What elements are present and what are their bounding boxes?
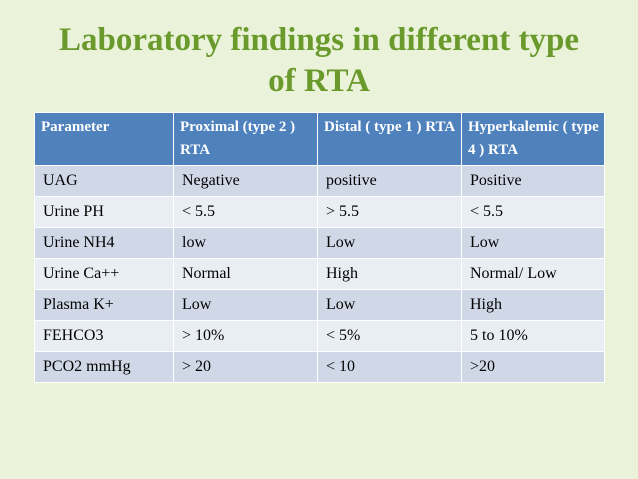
cell-distal: positive xyxy=(317,165,462,197)
rta-findings-table: Parameter Proximal (type 2 ) RTA Distal … xyxy=(34,112,605,383)
cell-hyperkalemic: < 5.5 xyxy=(461,196,605,228)
slide-title-line-2: of RTA xyxy=(268,63,370,99)
cell-hyperkalemic: 5 to 10% xyxy=(461,320,605,352)
cell-distal: Low xyxy=(317,289,462,321)
table-row: FEHCO3 > 10% < 5% 5 to 10% xyxy=(34,320,605,352)
cell-proximal: low xyxy=(173,227,318,259)
cell-hyperkalemic: Normal/ Low xyxy=(461,258,605,290)
cell-proximal: > 10% xyxy=(173,320,318,352)
cell-proximal: Normal xyxy=(173,258,318,290)
cell-proximal: Low xyxy=(173,289,318,321)
slide-title: Laboratory findings in different type of… xyxy=(0,20,638,102)
table-row: PCO2 mmHg > 20 < 10 >20 xyxy=(34,351,605,383)
table-row: UAG Negative positive Positive xyxy=(34,165,605,197)
header-hyperkalemic: Hyperkalemic ( type 4 ) RTA xyxy=(461,112,605,166)
cell-hyperkalemic: Low xyxy=(461,227,605,259)
cell-parameter: Urine PH xyxy=(34,196,174,228)
cell-parameter: FEHCO3 xyxy=(34,320,174,352)
cell-parameter: Urine Ca++ xyxy=(34,258,174,290)
slide-title-line-1: Laboratory findings in different type xyxy=(58,22,580,58)
header-parameter: Parameter xyxy=(34,112,174,166)
table-row: Urine Ca++ Normal High Normal/ Low xyxy=(34,258,605,290)
table-header-row: Parameter Proximal (type 2 ) RTA Distal … xyxy=(34,112,605,166)
cell-distal: High xyxy=(317,258,462,290)
table-row: Plasma K+ Low Low High xyxy=(34,289,605,321)
cell-parameter: UAG xyxy=(34,165,174,197)
header-distal: Distal ( type 1 ) RTA xyxy=(317,112,462,166)
cell-parameter: Plasma K+ xyxy=(34,289,174,321)
cell-proximal: < 5.5 xyxy=(173,196,318,228)
header-proximal: Proximal (type 2 ) RTA xyxy=(173,112,318,166)
cell-parameter: Urine NH4 xyxy=(34,227,174,259)
cell-hyperkalemic: High xyxy=(461,289,605,321)
cell-distal: Low xyxy=(317,227,462,259)
cell-distal: < 10 xyxy=(317,351,462,383)
cell-distal: > 5.5 xyxy=(317,196,462,228)
cell-hyperkalemic: Positive xyxy=(461,165,605,197)
cell-proximal: Negative xyxy=(173,165,318,197)
table-row: Urine PH < 5.5 > 5.5 < 5.5 xyxy=(34,196,605,228)
cell-parameter: PCO2 mmHg xyxy=(34,351,174,383)
cell-distal: < 5% xyxy=(317,320,462,352)
table-row: Urine NH4 low Low Low xyxy=(34,227,605,259)
cell-proximal: > 20 xyxy=(173,351,318,383)
cell-hyperkalemic: >20 xyxy=(461,351,605,383)
